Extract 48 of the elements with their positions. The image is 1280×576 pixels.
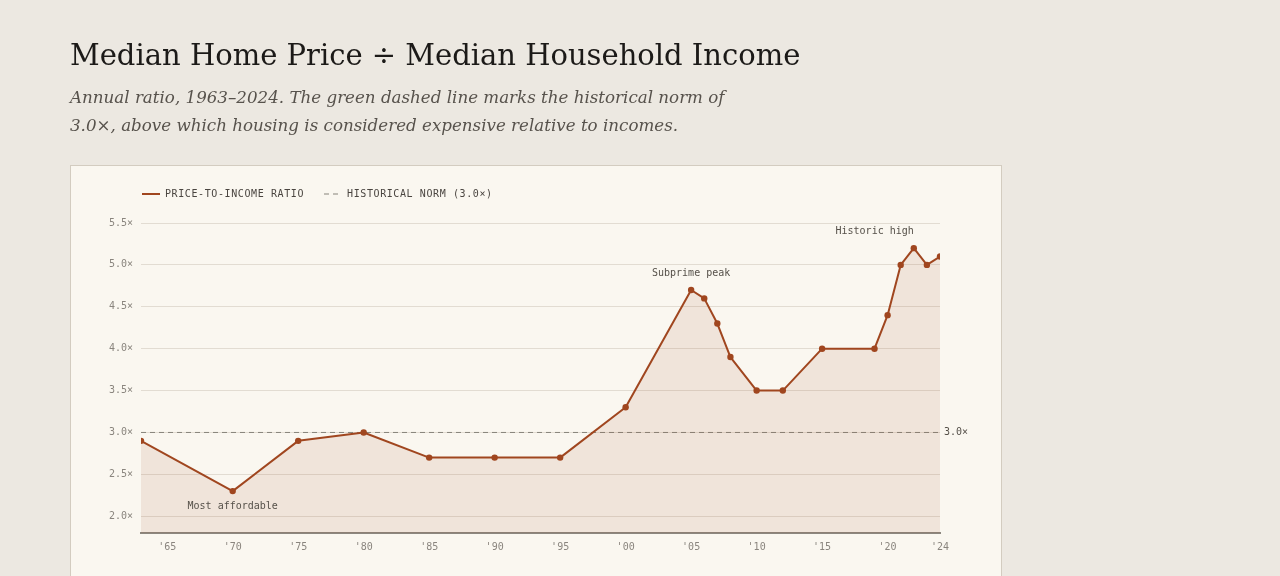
point [360,429,367,436]
point [818,345,826,352]
annotation: Subprime peak [651,266,731,278]
x-tick-label: '15 [813,540,832,552]
x-tick-label: '65 [158,540,177,552]
y-tick-label: 3.5× [108,384,133,396]
x-tick-label: '95 [551,540,570,552]
annotation: Most affordable [187,499,278,511]
point [923,261,931,269]
annotation: 3.0× [944,426,969,438]
x-tick-label: '80 [354,540,373,552]
x-tick-label: '20 [878,540,897,552]
x-tick-label: '00 [616,540,635,552]
x-tick-label: '70 [223,540,242,552]
point [884,311,891,319]
legend-label: HISTORICAL NORM (3.0×) [347,187,493,199]
x-tick-label: '90 [485,540,504,552]
point [714,320,721,327]
point [425,454,433,461]
y-tick-label: 5.0× [108,258,133,270]
legend-label: PRICE-TO-INCOME RATIO [165,187,305,199]
x-tick-label: '75 [289,540,308,552]
y-tick-label: 2.0× [108,509,133,521]
y-tick-label: 5.5× [108,216,133,228]
point [753,387,760,394]
point [491,454,498,461]
point [622,404,629,411]
point [871,345,878,352]
point [229,487,236,495]
x-tick-label: '24 [930,540,950,552]
x-tick-label: '85 [420,540,439,552]
point [910,244,917,252]
chart-title: Median Home Price ÷ Median Household Income [70,37,801,74]
point [727,353,734,361]
x-tick-label: '05 [682,540,701,552]
point [294,437,302,445]
point [897,261,904,269]
y-tick-label: 3.0× [108,426,133,438]
y-tick-label: 4.0× [108,342,133,354]
point [687,286,695,294]
point [556,454,564,461]
y-tick-label: 2.5× [108,467,133,479]
chart-subtitle: Annual ratio, 1963–2024. The green dashed line marks the historical norm of 3.0×, above which housing is considered expensive relative to incomes. [70,86,728,137]
point [701,295,708,302]
y-tick-label: 4.5× [108,300,133,312]
annotation: Historic high [835,224,914,236]
x-tick-label: '10 [747,540,766,552]
point [779,387,787,394]
